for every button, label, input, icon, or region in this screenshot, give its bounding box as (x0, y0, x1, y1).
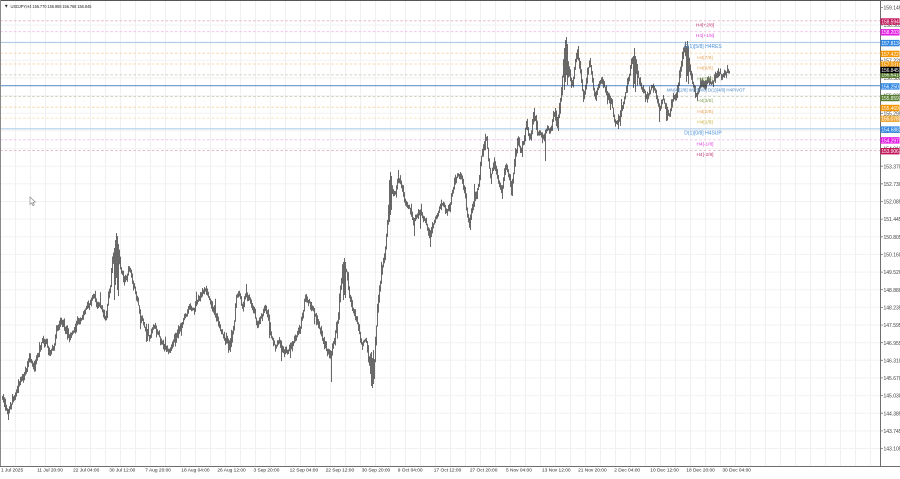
svg-text:17 Oct 12:00: 17 Oct 12:00 (434, 468, 462, 474)
svg-text:26 Aug 12:00: 26 Aug 12:00 (217, 468, 246, 474)
svg-text:150.160: 150.160 (884, 253, 900, 259)
svg-text:H4[7/8]: H4[7/8] (697, 55, 712, 61)
svg-text:H4[-1/8]: H4[-1/8] (696, 141, 713, 147)
svg-text:27 Oct 20:00: 27 Oct 20:00 (470, 468, 498, 474)
svg-text:5 Nov 04:00: 5 Nov 04:00 (506, 468, 532, 474)
svg-text:154.297: 154.297 (881, 138, 899, 144)
svg-text:13 Nov 12:00: 13 Nov 12:00 (542, 468, 571, 474)
svg-text:H4[5/8]: H4[5/8] (697, 77, 712, 83)
svg-text:30 Dec 04:00: 30 Dec 04:00 (722, 468, 751, 474)
svg-text:154.688: 154.688 (881, 128, 899, 134)
svg-text:9 Oct 04:00: 9 Oct 04:00 (398, 468, 423, 474)
svg-text:MN(4)[2/8] W(2)[4/8] D(1)[4/8]: MN(4)[2/8] W(2)[4/8] D(1)[4/8] H4PIVOT (667, 87, 746, 92)
svg-text:2 Dec 04:00: 2 Dec 04:00 (614, 468, 640, 474)
svg-text:145.030: 145.030 (884, 394, 900, 400)
svg-text:155.859: 155.859 (881, 96, 899, 102)
svg-text:▼: ▼ (4, 4, 9, 9)
svg-text:148.235: 148.235 (884, 306, 900, 312)
svg-text:H4[-2/8]: H4[-2/8] (696, 152, 713, 158)
svg-text:D(1)[0/8] H4SUP: D(1)[0/8] H4SUP (684, 131, 722, 137)
svg-text:USDJPY,H4 156.770 156.958 156: USDJPY,H4 156.770 156.958 156.768 156.84… (11, 4, 93, 9)
svg-text:150.805: 150.805 (884, 235, 900, 241)
svg-text:30 Sep 20:00: 30 Sep 20:00 (362, 468, 391, 474)
svg-text:155.469: 155.469 (881, 106, 899, 112)
svg-text:145.670: 145.670 (884, 376, 900, 382)
svg-text:30 Jul 12:00: 30 Jul 12:00 (109, 468, 135, 474)
svg-text:D(1)[5/8] H4RES: D(1)[5/8] H4RES (684, 44, 722, 50)
svg-text:H4[6/8]: H4[6/8] (697, 66, 712, 72)
svg-text:144.385: 144.385 (884, 411, 900, 417)
svg-text:H4[3/8]: H4[3/8] (697, 98, 712, 104)
svg-text:22 Sep 12:00: 22 Sep 12:00 (326, 468, 355, 474)
svg-text:156.250: 156.250 (881, 84, 899, 90)
svg-text:12 Sep 04:00: 12 Sep 04:00 (290, 468, 319, 474)
svg-text:7 Aug 20:00: 7 Aug 20:00 (145, 468, 171, 474)
svg-text:146.955: 146.955 (884, 341, 900, 347)
svg-text:H4[1/8]: H4[1/8] (697, 120, 712, 126)
svg-text:153.906: 153.906 (881, 149, 899, 155)
svg-text:152.730: 152.730 (884, 182, 900, 188)
svg-text:155.078: 155.078 (881, 117, 899, 123)
svg-text:3 Sep 20:00: 3 Sep 20:00 (254, 468, 280, 474)
svg-text:159.145: 159.145 (884, 6, 900, 12)
svg-text:H4[+1/8]: H4[+1/8] (696, 33, 714, 39)
svg-text:143.745: 143.745 (884, 429, 900, 435)
svg-text:10 Dec 12:00: 10 Dec 12:00 (650, 468, 679, 474)
svg-text:H4[+2/8]: H4[+2/8] (696, 22, 714, 28)
svg-text:148.880: 148.880 (884, 288, 900, 294)
svg-text:158.594: 158.594 (881, 19, 899, 25)
svg-text:157.422: 157.422 (881, 52, 899, 58)
svg-text:147.595: 147.595 (884, 323, 900, 329)
svg-text:21 Nov 20:00: 21 Nov 20:00 (578, 468, 607, 474)
svg-text:158.203: 158.203 (881, 30, 899, 36)
svg-text:152.085: 152.085 (884, 200, 900, 206)
svg-text:151.445: 151.445 (884, 217, 900, 223)
svg-text:146.310: 146.310 (884, 358, 900, 364)
svg-text:1 Jul 2025: 1 Jul 2025 (1, 468, 23, 474)
svg-text:143.105: 143.105 (884, 447, 900, 453)
svg-text:153.370: 153.370 (884, 164, 900, 170)
svg-text:156.845: 156.845 (881, 68, 899, 74)
svg-text:22 Jul 04:00: 22 Jul 04:00 (73, 468, 99, 474)
svg-text:149.520: 149.520 (884, 270, 900, 276)
svg-text:11 Jul 20:00: 11 Jul 20:00 (37, 468, 63, 474)
svg-text:H4[2/8]: H4[2/8] (697, 109, 712, 115)
svg-text:157.813: 157.813 (881, 41, 899, 47)
svg-text:18 Aug 04:00: 18 Aug 04:00 (181, 468, 210, 474)
svg-text:18 Dec 20:00: 18 Dec 20:00 (686, 468, 715, 474)
